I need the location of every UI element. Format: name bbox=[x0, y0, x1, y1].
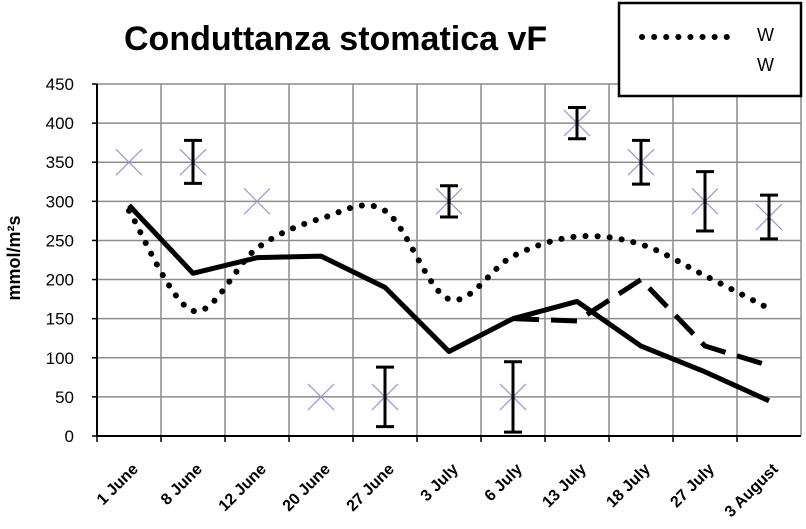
error-bar bbox=[376, 365, 394, 429]
y-tick-label: 400 bbox=[46, 114, 74, 133]
y-tick-label: 350 bbox=[46, 153, 74, 172]
error-bar bbox=[632, 138, 650, 186]
cross-marker bbox=[243, 187, 271, 215]
error-bar bbox=[184, 138, 202, 185]
legend-box bbox=[617, 1, 803, 98]
error-bar bbox=[504, 360, 522, 434]
y-tick-label: 150 bbox=[46, 310, 74, 329]
legend-label-1: W bbox=[757, 25, 774, 45]
y-axis-ticks: 0 50 100 150 200 250 300 350 400 450 bbox=[46, 75, 97, 446]
grid-lines bbox=[96, 83, 802, 437]
error-bars bbox=[184, 105, 778, 434]
y-tick-label: 450 bbox=[46, 75, 74, 94]
chart-title: Conduttanza stomatica vF bbox=[124, 20, 547, 58]
cross-marker bbox=[115, 148, 143, 176]
error-bar bbox=[696, 170, 714, 233]
y-axis-label: mmol/m²s bbox=[4, 215, 24, 300]
y-tick-label: 200 bbox=[46, 271, 74, 290]
y-tick-label: 100 bbox=[46, 349, 74, 368]
cross-marker bbox=[307, 383, 335, 411]
series-line-dotted bbox=[126, 202, 772, 315]
y-tick-label: 300 bbox=[46, 192, 74, 211]
series-line-solid bbox=[127, 203, 771, 404]
y-tick-label: 50 bbox=[55, 388, 74, 407]
error-bar bbox=[568, 105, 586, 141]
error-bar bbox=[760, 193, 778, 241]
legend: W W bbox=[617, 1, 803, 98]
y-tick-label: 0 bbox=[65, 427, 74, 446]
legend-label-2: W bbox=[757, 55, 774, 75]
error-bar bbox=[440, 184, 458, 219]
series-line-dashed bbox=[512, 277, 770, 368]
y-tick-label: 250 bbox=[46, 231, 74, 250]
